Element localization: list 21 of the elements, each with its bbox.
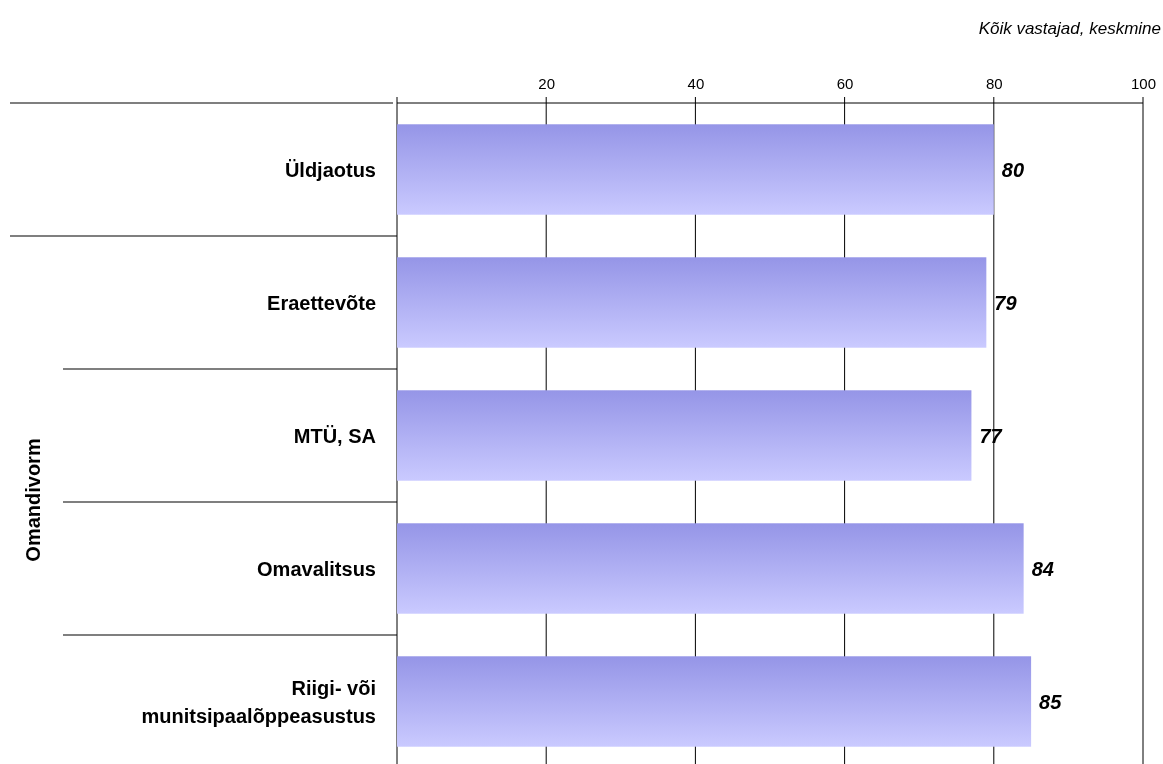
x-tick-label: 60 — [836, 75, 854, 92]
data-label: 79 — [994, 291, 1018, 314]
bar — [397, 523, 1024, 614]
bar — [397, 390, 972, 481]
y-tick-label: Üldjaotus — [284, 158, 376, 181]
x-tick-label: 20 — [538, 75, 556, 92]
data-label: 85 — [1039, 690, 1063, 713]
y-tick-label: Eraettevõte — [267, 291, 376, 314]
data-label: 80 — [1001, 158, 1025, 181]
y-tick-label: Omavalitsus — [257, 557, 376, 580]
y-tick-label: Riigi- või munitsipaalõppeasustus — [141, 676, 376, 727]
data-label: 84 — [1031, 557, 1054, 580]
x-tick-label: 100 — [1130, 75, 1157, 92]
bar — [397, 124, 994, 215]
y-axis-title: Omandivorm — [22, 438, 44, 562]
bar — [397, 656, 1032, 747]
y-tick-label: MTÜ, SA — [293, 424, 376, 447]
bar — [397, 257, 987, 348]
chart-title: Kõik vastajad, keskmine — [978, 19, 1161, 38]
x-tick-label: 80 — [985, 75, 1003, 92]
x-tick-label: 40 — [687, 75, 705, 92]
